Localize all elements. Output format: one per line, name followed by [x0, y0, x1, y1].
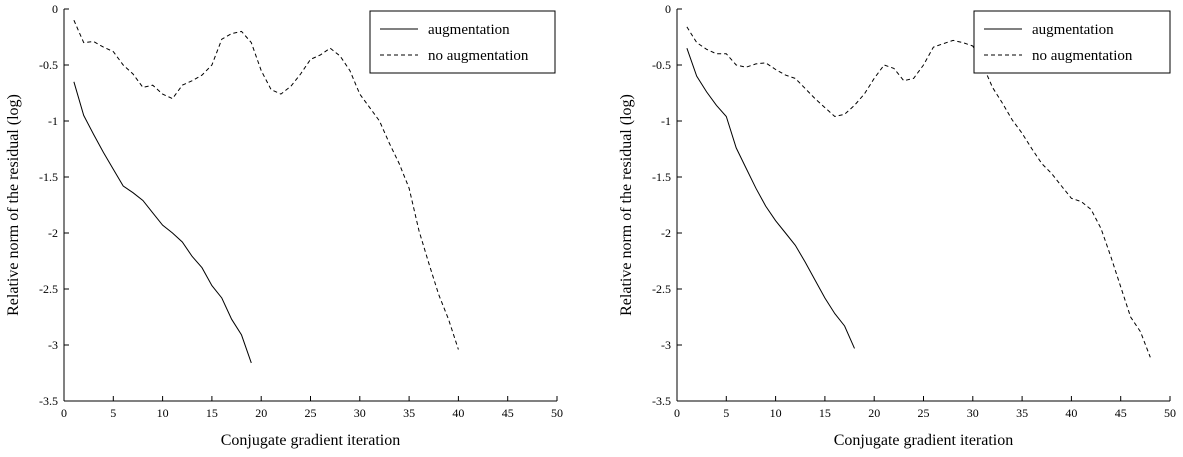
x-tick-label: 20	[868, 406, 880, 420]
legend-entry-label: no augmentation	[1032, 48, 1133, 64]
x-tick-label: 25	[305, 406, 317, 420]
y-tick-label: -3	[48, 338, 58, 352]
y-axis-label: Relative norm of the residual (log)	[618, 94, 635, 316]
legend-entry-label: augmentation	[428, 22, 510, 38]
legend: augmentation no augmentation	[973, 10, 1171, 74]
x-tick-label: 0	[674, 406, 680, 420]
x-axis-label: Conjugate gradient iteration	[834, 432, 1014, 449]
series-line-augmentation	[686, 48, 855, 349]
x-tick-label: 15	[819, 406, 831, 420]
y-tick-label: -2.5	[652, 282, 671, 296]
legend-entry-label: augmentation	[1032, 22, 1114, 38]
x-tick-label: 35	[403, 406, 415, 420]
y-tick-label: -0.5	[39, 58, 58, 72]
y-tick-label: 0	[52, 2, 58, 16]
y-tick-label: -3	[661, 338, 671, 352]
x-tick-label: 10	[770, 406, 782, 420]
y-tick-label: -2	[661, 226, 671, 240]
x-tick-label: 50	[1164, 406, 1176, 420]
y-tick-label: -1.5	[39, 170, 58, 184]
legend: augmentation no augmentation	[369, 10, 556, 74]
x-tick-label: 35	[1016, 406, 1028, 420]
x-tick-label: 30	[354, 406, 366, 420]
y-tick-label: -2	[48, 226, 58, 240]
y-tick-label: -1	[661, 114, 671, 128]
y-tick-label: 0	[665, 2, 671, 16]
y-axis-label: Relative norm of the residual (log)	[5, 94, 22, 316]
x-tick-label: 40	[452, 406, 464, 420]
legend-box	[973, 10, 1171, 74]
x-tick-label: 45	[502, 406, 514, 420]
series-line-no-augmentation	[686, 26, 1151, 358]
y-tick-label: -2.5	[39, 282, 58, 296]
chart-panel-2: 0 5 10 15 20 25 30 35 40 45 50 0 -0.5 -1 -1.5 -2 -2.5 -3 -…	[618, 2, 1176, 449]
x-axis-label: Conjugate gradient iteration	[221, 432, 401, 449]
y-tick-label: -1.5	[652, 170, 671, 184]
y-tick-label: -3.5	[39, 394, 58, 408]
x-tick-label: 5	[110, 406, 116, 420]
x-tick-label: 25	[918, 406, 930, 420]
y-tick-label: -1	[48, 114, 58, 128]
x-tick-label: 30	[967, 406, 979, 420]
x-tick-label: 15	[206, 406, 218, 420]
x-tick-label: 0	[61, 406, 67, 420]
series-line-augmentation	[73, 81, 252, 364]
x-tick-label: 50	[551, 406, 563, 420]
series-line-no-augmentation	[73, 19, 459, 350]
x-tick-label: 20	[255, 406, 267, 420]
x-tick-label: 45	[1115, 406, 1127, 420]
x-tick-label: 10	[157, 406, 169, 420]
legend-entry-label: no augmentation	[428, 48, 529, 64]
legend-box	[369, 10, 556, 74]
chart-panel-1: 0 5 10 15 20 25 30 35 40 45 50 0 -0.5 -1 -1.5 -2 -2.5 -3 -…	[5, 2, 563, 449]
x-tick-label: 40	[1065, 406, 1077, 420]
y-tick-label: -3.5	[652, 394, 671, 408]
y-tick-label: -0.5	[652, 58, 671, 72]
x-tick-label: 5	[723, 406, 729, 420]
